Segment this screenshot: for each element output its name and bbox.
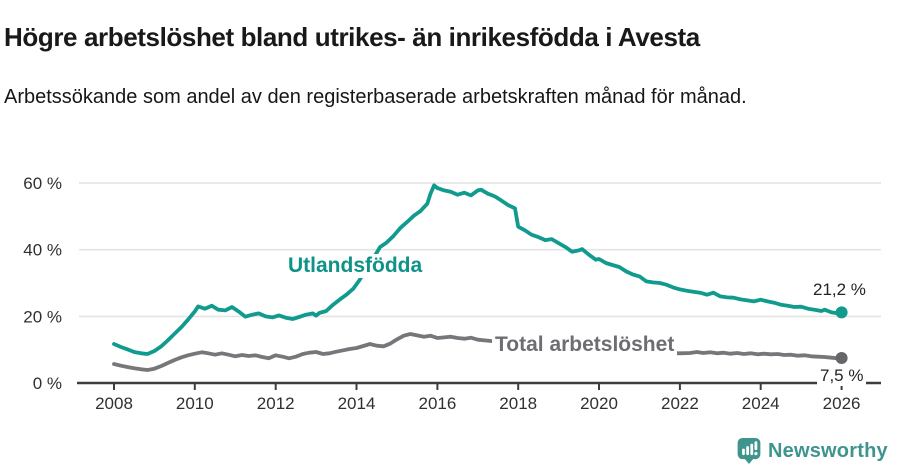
series-label-total: Total arbetslöshet	[492, 333, 678, 357]
end-value-label-total: 7,5 %	[817, 366, 867, 386]
y-tick-label: 0 %	[33, 374, 62, 393]
x-tick-label: 2014	[338, 394, 376, 413]
x-tick-label: 2024	[742, 394, 780, 413]
x-tick-label: 2026	[823, 394, 861, 413]
end-value-label-utlandsfodda: 21,2 %	[813, 280, 866, 299]
x-tick-label: 2018	[499, 394, 537, 413]
y-tick-label: 60 %	[23, 174, 62, 193]
series-label-utlandsfodda: Utlandsfödda	[285, 254, 426, 278]
y-tick-label: 20 %	[23, 307, 62, 326]
series-endpoint-total	[835, 352, 848, 364]
x-tick-label: 2008	[95, 394, 133, 413]
brand-name: Newsworthy	[768, 439, 888, 462]
x-tick-label: 2022	[661, 394, 699, 413]
series-line-utlandsfodda	[112, 183, 844, 356]
x-tick-label: 2012	[257, 394, 295, 413]
x-tick-label: 2010	[176, 394, 214, 413]
newsworthy-logo-icon	[737, 438, 761, 464]
x-tick-label: 2016	[418, 394, 456, 413]
x-tick-label: 2020	[580, 394, 618, 413]
series-line-total	[112, 332, 844, 372]
y-tick-label: 40 %	[23, 241, 62, 260]
series-endpoint-utlandsfodda	[835, 306, 848, 319]
page-title: Högre arbetslöshet bland utrikes- än inr…	[4, 22, 700, 53]
newsworthy-brand[interactable]: Newsworthy	[736, 436, 888, 466]
chart-subtitle: Arbetssökande som andel av den registerb…	[4, 86, 747, 108]
